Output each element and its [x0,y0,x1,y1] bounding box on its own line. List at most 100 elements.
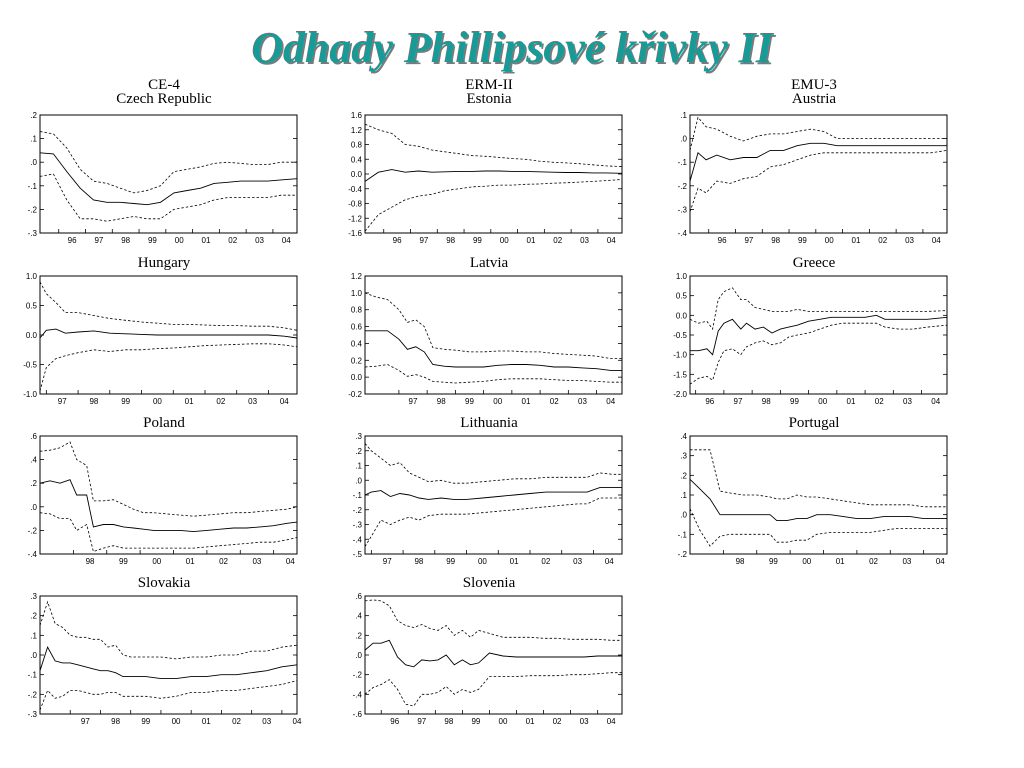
y-tick-label: -.4 [353,690,363,699]
chart-title-block: Latvia [365,255,613,271]
plot-frame [689,435,948,555]
y-tick-label: .4 [355,612,362,621]
y-tick-label: 0.8 [351,141,363,150]
y-tick-label: -.1 [28,182,38,191]
x-tick-label: 04 [293,717,302,726]
y-tick-label: -.1 [353,491,363,500]
y-tick-label: -.2 [353,506,363,515]
x-tick-label: 02 [553,717,562,726]
x-tick-label: 04 [607,236,616,245]
y-tick-label: 1.0 [351,289,363,298]
y-tick-label: 0.4 [351,155,363,164]
x-tick-label: 97 [409,397,418,406]
y-tick-label: -.4 [678,229,688,238]
y-tick-label: .0 [680,135,687,144]
chart-title: Slovenia [462,575,516,591]
chart-panel-portugal: Portugal -.2 -.1 .0 .1 .2 .3 .4 98 99 00 01 02 03 04 [650,416,950,576]
estimate-line [39,645,298,680]
y-tick-label: -.2 [678,182,688,191]
x-tick-label: 01 [527,236,536,245]
y-tick-label: .0 [355,651,362,660]
y-tick-label: 0.0 [676,311,688,320]
x-tick-label: 97 [94,236,103,245]
y-tick-label: 0.5 [676,292,688,301]
chart-panel-slovenia: Slovenia -.6 -.4 -.2 .0 .2 .4 .6 96 97 98 99 00 01 02… [325,576,625,736]
y-tick-label: .4 [30,456,37,465]
confidence-band-line [39,600,298,660]
x-tick-label: 99 [465,397,474,406]
x-tick-label: 01 [852,236,861,245]
x-tick-label: 99 [471,717,480,726]
y-tick-label: 0.5 [26,302,38,311]
line-chart-estonia: -1.6 -1.2 -0.8 -0.4 0.0 0.4 0.8 1.2 1.6 96 97 98 99 0… [348,111,623,245]
chart-title-block: Greece [690,256,938,271]
x-tick-label: 96 [393,236,402,245]
estimate-line [364,169,623,182]
x-tick-label: 04 [286,557,295,566]
confidence-band-line [39,680,298,711]
x-tick-label: 01 [836,557,845,566]
y-tick-label: -.1 [678,158,688,167]
chart-title-block: Lithuania [365,416,613,431]
chart-title-block: Slovenia [365,575,613,591]
confidence-band-line [364,443,622,484]
plot-frame [689,275,948,395]
chart-panel-greece: Greece -2.0 -1.5 -1.0 -0.5 0.0 0.5 1.0 96 97 98 99… [650,256,950,416]
estimate-line [689,142,947,182]
x-tick-label: 98 [89,397,98,406]
estimate-line [39,152,298,206]
y-tick-label: 0.0 [351,170,363,179]
confidence-band-line [364,123,623,167]
x-tick-label: 98 [111,717,120,726]
y-tick-label: -.2 [28,526,38,535]
y-tick-label: .2 [680,471,687,480]
line-chart-slovenia: -.6 -.4 -.2 .0 .2 .4 .6 96 97 98 99 00 01 02 03 04 [353,592,623,726]
y-tick-label: -.3 [28,710,38,719]
chart-title-block: Slovakia [40,576,288,591]
y-tick-label: -1.2 [348,214,362,223]
plot-frame [39,435,298,555]
y-tick-label: .0 [30,503,37,512]
x-tick-label: 97 [419,236,428,245]
y-tick-label: -.4 [353,535,363,544]
y-tick-label: -0.8 [348,200,362,209]
chart-title: CE-4 [148,77,180,93]
y-tick-label: .2 [355,631,362,640]
y-tick-label: .0 [355,476,362,485]
y-tick-label: -.1 [678,530,688,539]
x-tick-label: 00 [500,236,509,245]
x-tick-label: 00 [493,397,502,406]
x-tick-label: 98 [121,236,130,245]
chart-panel-latvia: Latvia -0.2 0.0 0.2 0.4 0.6 0.8 1.0 1.2 97 98 99 00… [325,256,625,416]
x-tick-label: 01 [202,236,211,245]
y-tick-label: -.5 [353,550,363,559]
y-tick-label: 1.2 [351,272,363,281]
line-chart-hungary: -1.0 -0.5 0.0 0.5 1.0 97 98 99 00 01 02 03 04 [23,272,298,406]
y-tick-label: .0 [680,511,687,520]
y-tick-label: .2 [30,612,37,621]
confidence-band-line [364,497,622,547]
confidence-band-line [689,287,948,331]
x-tick-label: 02 [232,717,241,726]
confidence-band-line [39,173,297,222]
y-tick-label: -1.0 [23,390,37,399]
confidence-band-line [364,364,622,384]
chart-panel-austria: EMU-3 Austria -.4 -.3 -.2 -.1 .0 .1 96 97 98 99 00… [650,78,950,245]
x-tick-label: 97 [744,236,753,245]
y-tick-label: .0 [30,651,37,660]
y-tick-label: -.1 [28,671,38,680]
line-chart-poland: -.4 -.2 .0 .2 .4 .6 98 99 00 01 02 03 04 [28,432,298,566]
y-tick-label: -.3 [353,521,363,530]
x-tick-label: 04 [936,557,945,566]
x-tick-label: 99 [790,397,799,406]
x-tick-label: 03 [255,236,264,245]
chart-panel-lithuania: Lithuania -.5 -.4 -.3 -.2 -.1 .0 .1 .2 .3 97 98 99 0… [325,416,625,576]
estimate-line [689,478,947,522]
chart-title: Latvia [469,255,509,271]
y-tick-label: .2 [30,111,37,120]
estimate-line [365,330,622,371]
chart-title-block: ERM-II Estonia [365,78,613,107]
chart-title-block: Hungary [40,256,288,271]
y-tick-label: -.2 [353,671,363,680]
x-tick-label: 04 [605,557,614,566]
